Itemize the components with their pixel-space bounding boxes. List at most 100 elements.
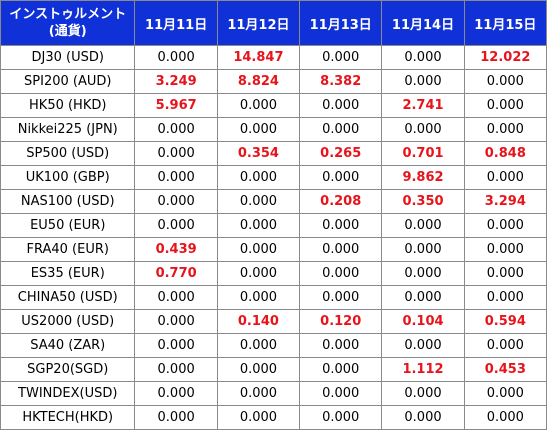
value-cell: 0.000 [381,333,465,358]
value-cell: 0.000 [299,213,383,238]
value-cell: 0.000 [463,381,547,406]
value-cell: 0.848 [463,141,547,166]
value-cell: 0.000 [463,93,547,118]
value-cell: 0.439 [134,237,218,262]
value-cell: 0.000 [381,117,465,142]
value-cell: 0.000 [299,357,383,382]
date-column-header: 11月15日 [463,0,547,46]
value-cell: 0.000 [299,405,383,430]
instrument-column-header: インストゥルメント (通貨) [0,0,136,46]
instrument-cell: UK100 (GBP) [0,165,136,190]
value-cell: 2.741 [381,93,465,118]
instrument-cell: CHINA50 (USD) [0,285,136,310]
table-row: UK100 (GBP) 0.000 0.000 0.000 9.862 0.000 [0,165,547,190]
value-cell: 0.000 [134,213,218,238]
value-cell: 0.000 [134,117,218,142]
value-cell: 0.000 [299,45,383,70]
value-cell: 0.104 [381,309,465,334]
value-cell: 0.208 [299,189,383,214]
value-cell: 0.265 [299,141,383,166]
value-cell: 0.000 [299,285,383,310]
instrument-cell: Nikkei225 (JPN) [0,117,136,142]
instrument-cell: NAS100 (USD) [0,189,136,214]
value-cell: 0.000 [134,285,218,310]
value-cell: 14.847 [216,45,301,70]
value-cell: 0.000 [134,309,218,334]
table-row: ES35 (EUR) 0.770 0.000 0.000 0.000 0.000 [0,261,547,286]
instrument-cell: SPI200 (AUD) [0,69,136,94]
value-cell: 0.000 [134,405,218,430]
value-cell: 0.000 [216,261,301,286]
value-cell: 0.000 [134,357,218,382]
value-cell: 0.701 [381,141,465,166]
value-cell: 0.000 [381,261,465,286]
table-row: EU50 (EUR) 0.000 0.000 0.000 0.000 0.000 [0,213,547,238]
value-cell: 0.000 [381,213,465,238]
instrument-cell: SP500 (USD) [0,141,136,166]
table-row: DJ30 (USD) 0.000 14.847 0.000 0.000 12.022 [0,45,547,70]
value-cell: 0.000 [134,45,218,70]
instrument-cell: SA40 (ZAR) [0,333,136,358]
table-row: HKTECH(HKD) 0.000 0.000 0.000 0.000 0.000 [0,405,547,430]
table-row: HK50 (HKD) 5.967 0.000 0.000 2.741 0.000 [0,93,547,118]
table-row: SGP20(SGD) 0.000 0.000 0.000 1.112 0.453 [0,357,547,382]
date-column-header: 11月14日 [381,0,465,46]
value-cell: 0.000 [463,237,547,262]
value-cell: 0.000 [134,165,218,190]
table-row: US2000 (USD) 0.000 0.140 0.120 0.104 0.594 [0,309,547,334]
date-column-header: 11月11日 [134,0,218,46]
value-cell: 0.000 [299,117,383,142]
value-cell: 0.000 [463,213,547,238]
table-row: NAS100 (USD) 0.000 0.000 0.208 0.350 3.294 [0,189,547,214]
date-column-header: 11月12日 [216,0,301,46]
value-cell: 0.000 [216,213,301,238]
value-cell: 0.000 [299,165,383,190]
value-cell: 3.294 [463,189,547,214]
value-cell: 0.770 [134,261,218,286]
value-cell: 5.967 [134,93,218,118]
value-cell: 0.000 [381,237,465,262]
value-cell: 0.000 [463,261,547,286]
table-row: SA40 (ZAR) 0.000 0.000 0.000 0.000 0.000 [0,333,547,358]
value-cell: 0.000 [134,141,218,166]
value-cell: 0.000 [381,69,465,94]
table-row: FRA40 (EUR) 0.439 0.000 0.000 0.000 0.000 [0,237,547,262]
value-cell: 8.382 [299,69,383,94]
currency-header-label: (通貨) [48,24,87,39]
instrument-cell: EU50 (EUR) [0,213,136,238]
value-cell: 0.000 [463,69,547,94]
value-cell: 0.000 [134,333,218,358]
value-cell: 0.000 [216,405,301,430]
value-cell: 0.000 [299,261,383,286]
value-cell: 0.000 [299,381,383,406]
value-cell: 0.000 [216,165,301,190]
value-cell: 0.120 [299,309,383,334]
value-cell: 0.000 [463,165,547,190]
instrument-cell: HK50 (HKD) [0,93,136,118]
table-row: SPI200 (AUD) 3.249 8.824 8.382 0.000 0.000 [0,69,547,94]
value-cell: 0.140 [216,309,301,334]
header-row: インストゥルメント (通貨) 11月11日 11月12日 11月13日 11月1… [0,0,547,46]
value-cell: 0.000 [216,357,301,382]
value-cell: 0.000 [216,381,301,406]
value-cell: 1.112 [381,357,465,382]
value-cell: 0.354 [216,141,301,166]
value-cell: 9.862 [381,165,465,190]
value-cell: 0.000 [216,117,301,142]
table-row: CHINA50 (USD) 0.000 0.000 0.000 0.000 0.000 [0,285,547,310]
value-cell: 0.000 [381,285,465,310]
instrument-header-label: インストゥルメント [9,7,127,22]
value-cell: 0.000 [216,189,301,214]
instrument-cell: SGP20(SGD) [0,357,136,382]
value-cell: 0.000 [216,333,301,358]
table-row: Nikkei225 (JPN) 0.000 0.000 0.000 0.000 0.000 [0,117,547,142]
value-cell: 0.000 [463,405,547,430]
value-cell: 0.453 [463,357,547,382]
value-cell: 0.000 [381,405,465,430]
instrument-cell: FRA40 (EUR) [0,237,136,262]
table-row: SP500 (USD) 0.000 0.354 0.265 0.701 0.848 [0,141,547,166]
value-cell: 0.000 [463,285,547,310]
value-cell: 0.350 [381,189,465,214]
table-body: DJ30 (USD) 0.000 14.847 0.000 0.000 12.022 SPI… [0,45,547,430]
